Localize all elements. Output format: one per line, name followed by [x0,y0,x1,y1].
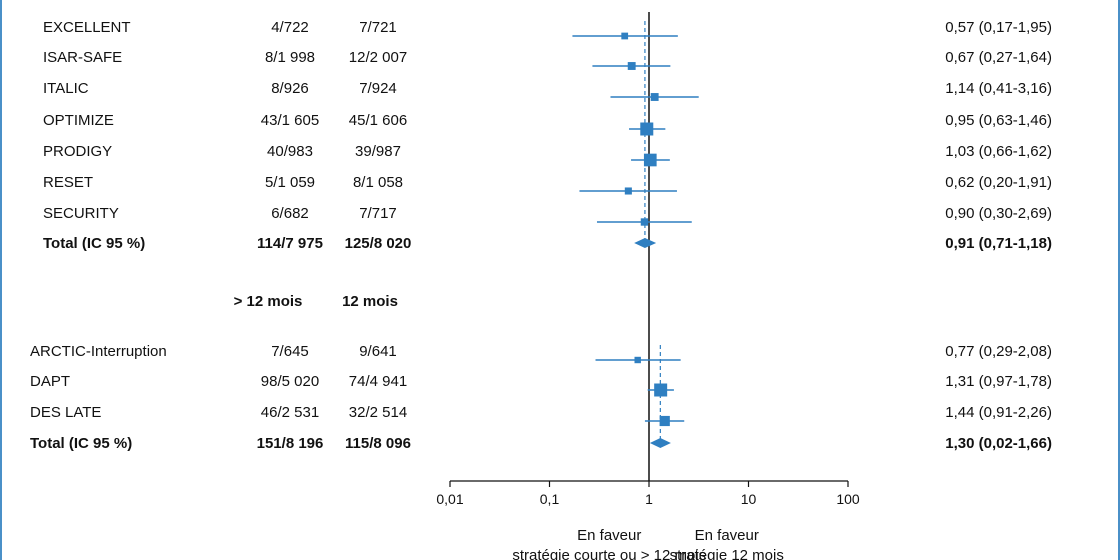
events-group-a: 43/1 605 [261,112,319,129]
events-group-b: 9/641 [359,343,397,360]
x-tick-label: 0,1 [540,491,560,507]
events-group-b: 7/717 [359,205,397,222]
footer-right-line: stratégie 12 mois [670,547,784,560]
events-group-a: 151/8 196 [257,435,324,452]
point-estimate [654,383,668,397]
effect-estimate: 0,95 (0,63-1,46) [945,112,1052,129]
point-estimate [634,356,641,364]
study-name: OPTIMIZE [43,112,114,129]
study-name: ARCTIC-Interruption [30,343,167,360]
point-estimate [659,415,670,427]
study-name: DAPT [30,373,70,390]
effect-estimate: 1,31 (0,97-1,78) [945,373,1052,390]
study-name: DES LATE [30,404,101,421]
column-header: 12 mois [342,293,398,310]
effect-estimate: 0,90 (0,30-2,69) [945,205,1052,222]
events-group-a: 6/682 [271,205,309,222]
events-group-a: 46/2 531 [261,404,319,421]
point-estimate [640,122,654,136]
study-name: ITALIC [43,80,89,97]
study-name: Total (IC 95 %) [30,435,132,452]
effect-estimate: 0,77 (0,29-2,08) [945,343,1052,360]
events-group-b: 32/2 514 [349,404,407,421]
events-group-a: 4/722 [271,19,309,36]
point-estimate [643,153,657,167]
footer-right-line: En faveur [695,527,759,544]
events-group-b: 125/8 020 [345,235,412,252]
events-group-b: 74/4 941 [349,373,407,390]
events-group-b: 8/1 058 [353,174,403,191]
events-group-a: 98/5 020 [261,373,319,390]
point-estimate [650,93,659,101]
study-name: PRODIGY [43,143,112,160]
effect-estimate: 1,44 (0,91-2,26) [945,404,1052,421]
x-tick-label: 100 [836,491,860,507]
events-group-a: 8/926 [271,80,309,97]
events-group-a: 114/7 975 [257,235,323,252]
footer-left-line: stratégie courte ou > 12 mois [512,547,706,560]
effect-estimate: 1,30 (0,02-1,66) [945,435,1052,452]
events-group-b: 7/721 [359,19,397,36]
point-estimate [624,187,632,195]
events-group-b: 115/8 096 [345,435,411,452]
point-estimate [621,32,629,40]
study-name: SECURITY [43,205,119,222]
x-tick-label: 10 [741,491,757,507]
study-name: ISAR-SAFE [43,49,122,66]
events-group-a: 7/645 [271,343,309,360]
column-header: > 12 mois [234,293,303,310]
events-group-b: 12/2 007 [349,49,407,66]
events-group-a: 40/983 [267,143,313,160]
effect-estimate: 0,57 (0,17-1,95) [945,19,1052,36]
events-group-b: 45/1 606 [349,112,407,129]
x-tick-label: 0,01 [436,491,463,507]
study-name: RESET [43,174,93,191]
pooled-diamond [634,238,657,248]
point-estimate [627,62,636,70]
effect-estimate: 0,62 (0,20-1,91) [945,174,1052,191]
footer-left-line: En faveur [577,527,641,544]
effect-estimate: 1,03 (0,66-1,62) [945,143,1052,160]
x-tick-label: 1 [645,491,653,507]
effect-estimate: 1,14 (0,41-3,16) [945,80,1052,97]
effect-estimate: 0,91 (0,71-1,18) [945,235,1052,252]
events-group-b: 39/987 [355,143,401,160]
study-name: Total (IC 95 %) [43,235,145,252]
events-group-a: 5/1 059 [265,174,315,191]
events-group-b: 7/924 [359,80,397,97]
point-estimate [640,218,649,226]
events-group-a: 8/1 998 [265,49,315,66]
study-name: EXCELLENT [43,19,131,36]
effect-estimate: 0,67 (0,27-1,64) [945,49,1052,66]
pooled-diamond [649,438,671,448]
